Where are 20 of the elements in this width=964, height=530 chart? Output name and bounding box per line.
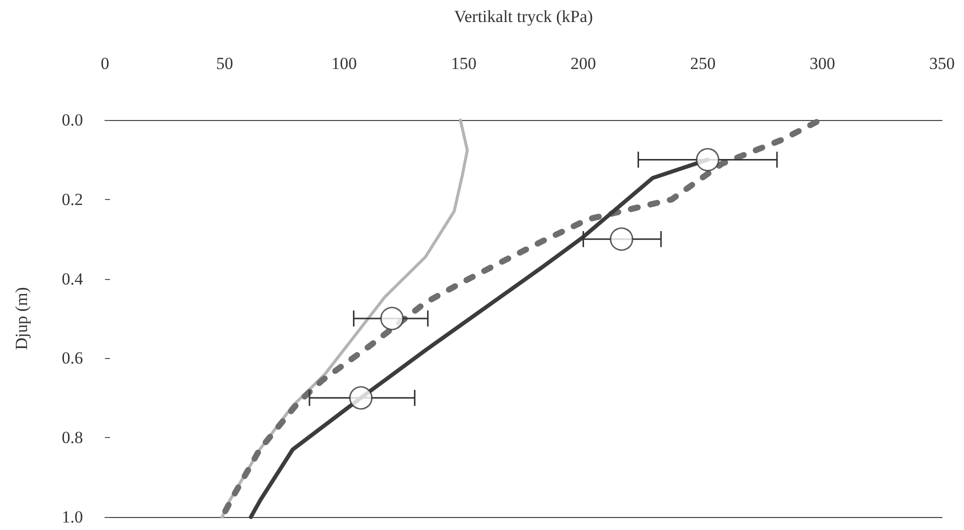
y-axis-title: Djup (m): [12, 287, 31, 350]
x-tick-label: 250: [690, 54, 716, 73]
y-tick-label: 0.2: [62, 190, 83, 209]
x-axis-title: Vertikalt tryck (kPa): [454, 7, 593, 26]
x-tick-label: 50: [216, 54, 234, 73]
x-tick-label: 100: [331, 54, 357, 73]
point: [696, 148, 720, 172]
y-tick-label: 0.4: [62, 269, 84, 288]
point: [380, 306, 404, 330]
y-tick-label: 1.0: [62, 508, 83, 526]
x-tick-label: 150: [450, 54, 476, 73]
y-tick-label: 0.0: [62, 110, 83, 130]
x-tick-label: 0: [100, 54, 110, 73]
y-tick-label: 0.8: [62, 428, 83, 448]
x-tick-label: 300: [810, 54, 836, 73]
y-tick-label: 0.6: [62, 348, 83, 368]
x-tick-label: 200: [570, 54, 596, 73]
point: [349, 386, 373, 410]
point: [610, 227, 634, 251]
x-tick-label: 350: [929, 54, 955, 73]
